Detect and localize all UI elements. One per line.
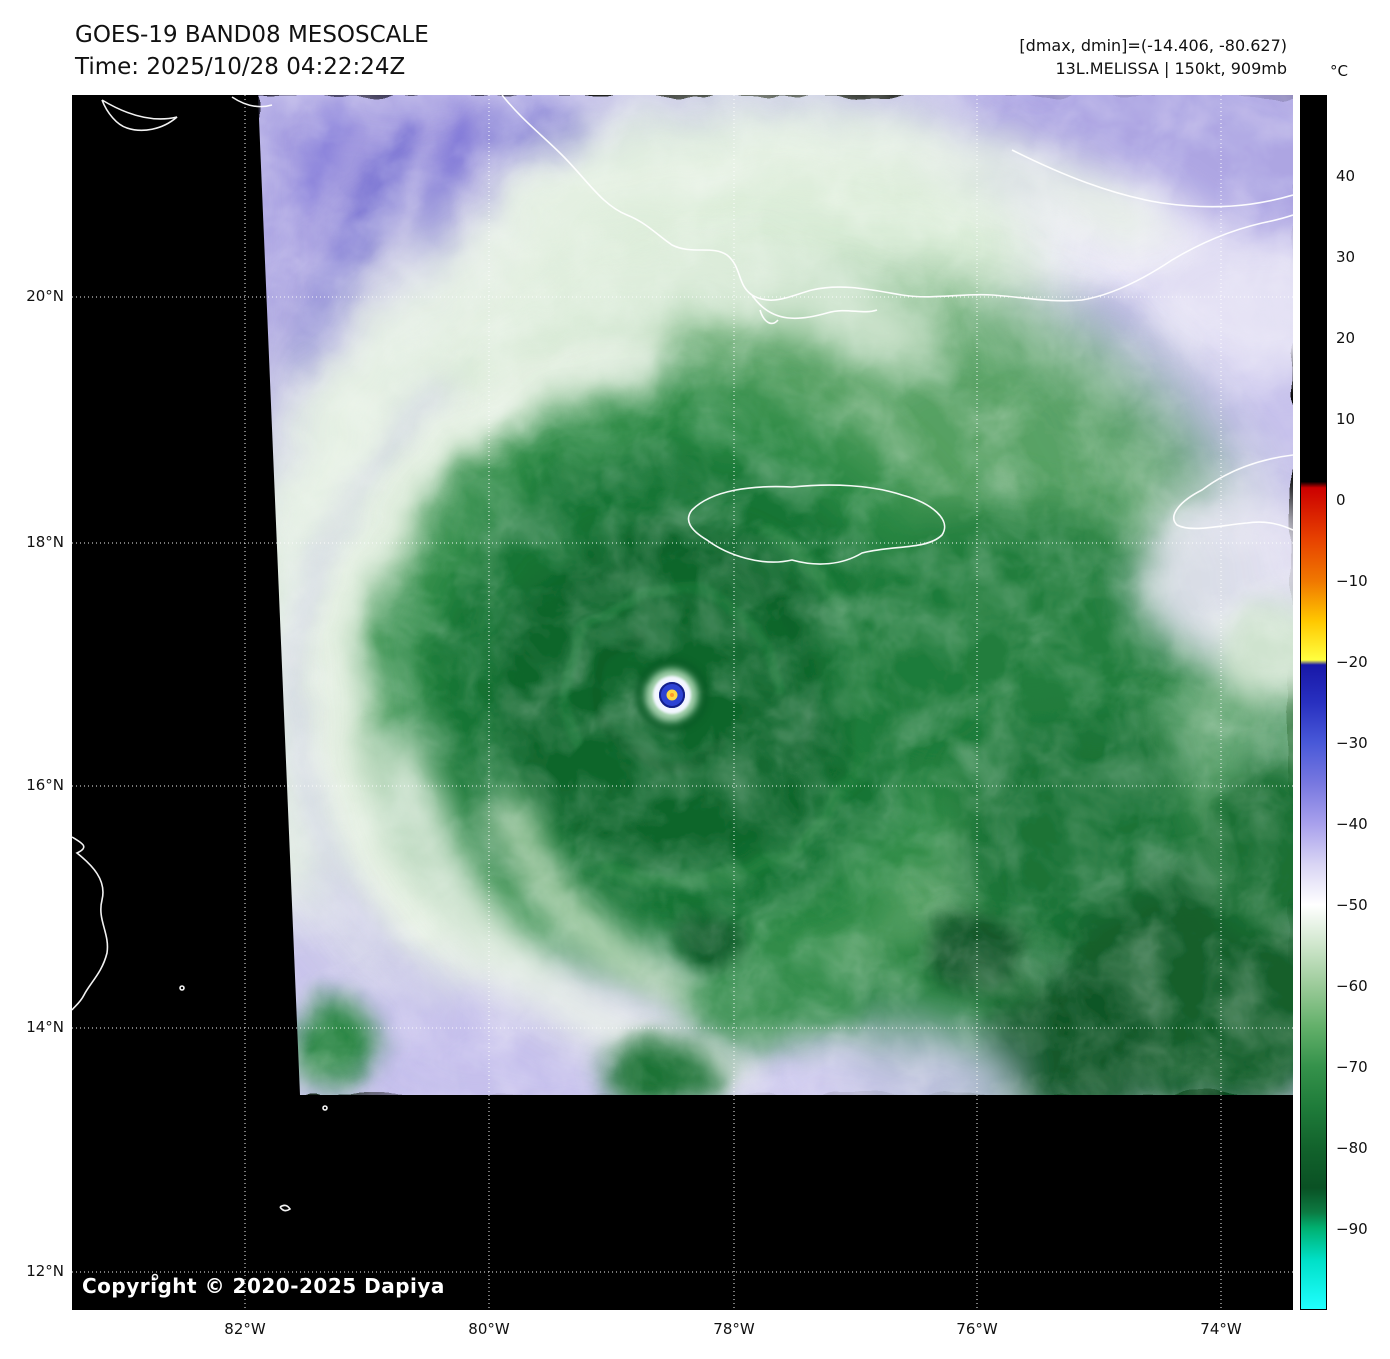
colorbar-tick-label: −10 [1336,572,1368,590]
colorbar-tick-label: −90 [1336,1220,1368,1238]
cloud-field [258,95,1293,1095]
satellite-imagery [72,95,1293,1310]
colorbar-tick-label: −70 [1336,1058,1368,1076]
satellite-map: Copyright © 2020-2025 Dapiya [72,95,1293,1310]
hurricane-eye [635,658,709,732]
lon-tick-label: 76°W [956,1320,998,1338]
colorbar-tick-label: −20 [1336,653,1368,671]
colorbar-tick-label: 40 [1336,167,1356,185]
colorbar-tick-label: 10 [1336,410,1356,428]
lat-tick-label: 18°N [26,533,64,551]
colorbar-unit-label: °C [1330,62,1348,80]
coastlines [72,95,1293,1281]
lon-tick-label: 82°W [224,1320,266,1338]
lat-tick-label: 12°N [26,1262,64,1280]
colorbar-tick-label: −50 [1336,896,1368,914]
colorbar-tick-label: −80 [1336,1139,1368,1157]
graticule [72,95,1293,1310]
lon-tick-label: 74°W [1200,1320,1242,1338]
colorbar-tick-label: −40 [1336,815,1368,833]
dmax-dmin-readout: [dmax, dmin]=(-14.406, -80.627) [1019,36,1287,55]
lon-tick-label: 78°W [713,1320,755,1338]
colorbar-tick-label: 20 [1336,329,1356,347]
colorbar-tick-label: −60 [1336,977,1368,995]
lat-tick-label: 16°N [26,776,64,794]
copyright-notice: Copyright © 2020-2025 Dapiya [82,1274,445,1298]
colorbar-tick-label: 30 [1336,248,1356,266]
temperature-colorbar [1300,95,1327,1310]
lat-tick-label: 20°N [26,287,64,305]
product-title: GOES-19 BAND08 MESOSCALE [75,22,429,48]
colorbar-tick-label: −30 [1336,734,1368,752]
lat-tick-label: 14°N [26,1018,64,1036]
colorbar-tick-label: 0 [1336,491,1346,509]
storm-info: 13L.MELISSA | 150kt, 909mb [1055,59,1287,78]
lon-tick-label: 80°W [468,1320,510,1338]
header-readouts: [dmax, dmin]=(-14.406, -80.627) 13L.MELI… [1019,34,1287,80]
product-timestamp: Time: 2025/10/28 04:22:24Z [75,54,406,80]
